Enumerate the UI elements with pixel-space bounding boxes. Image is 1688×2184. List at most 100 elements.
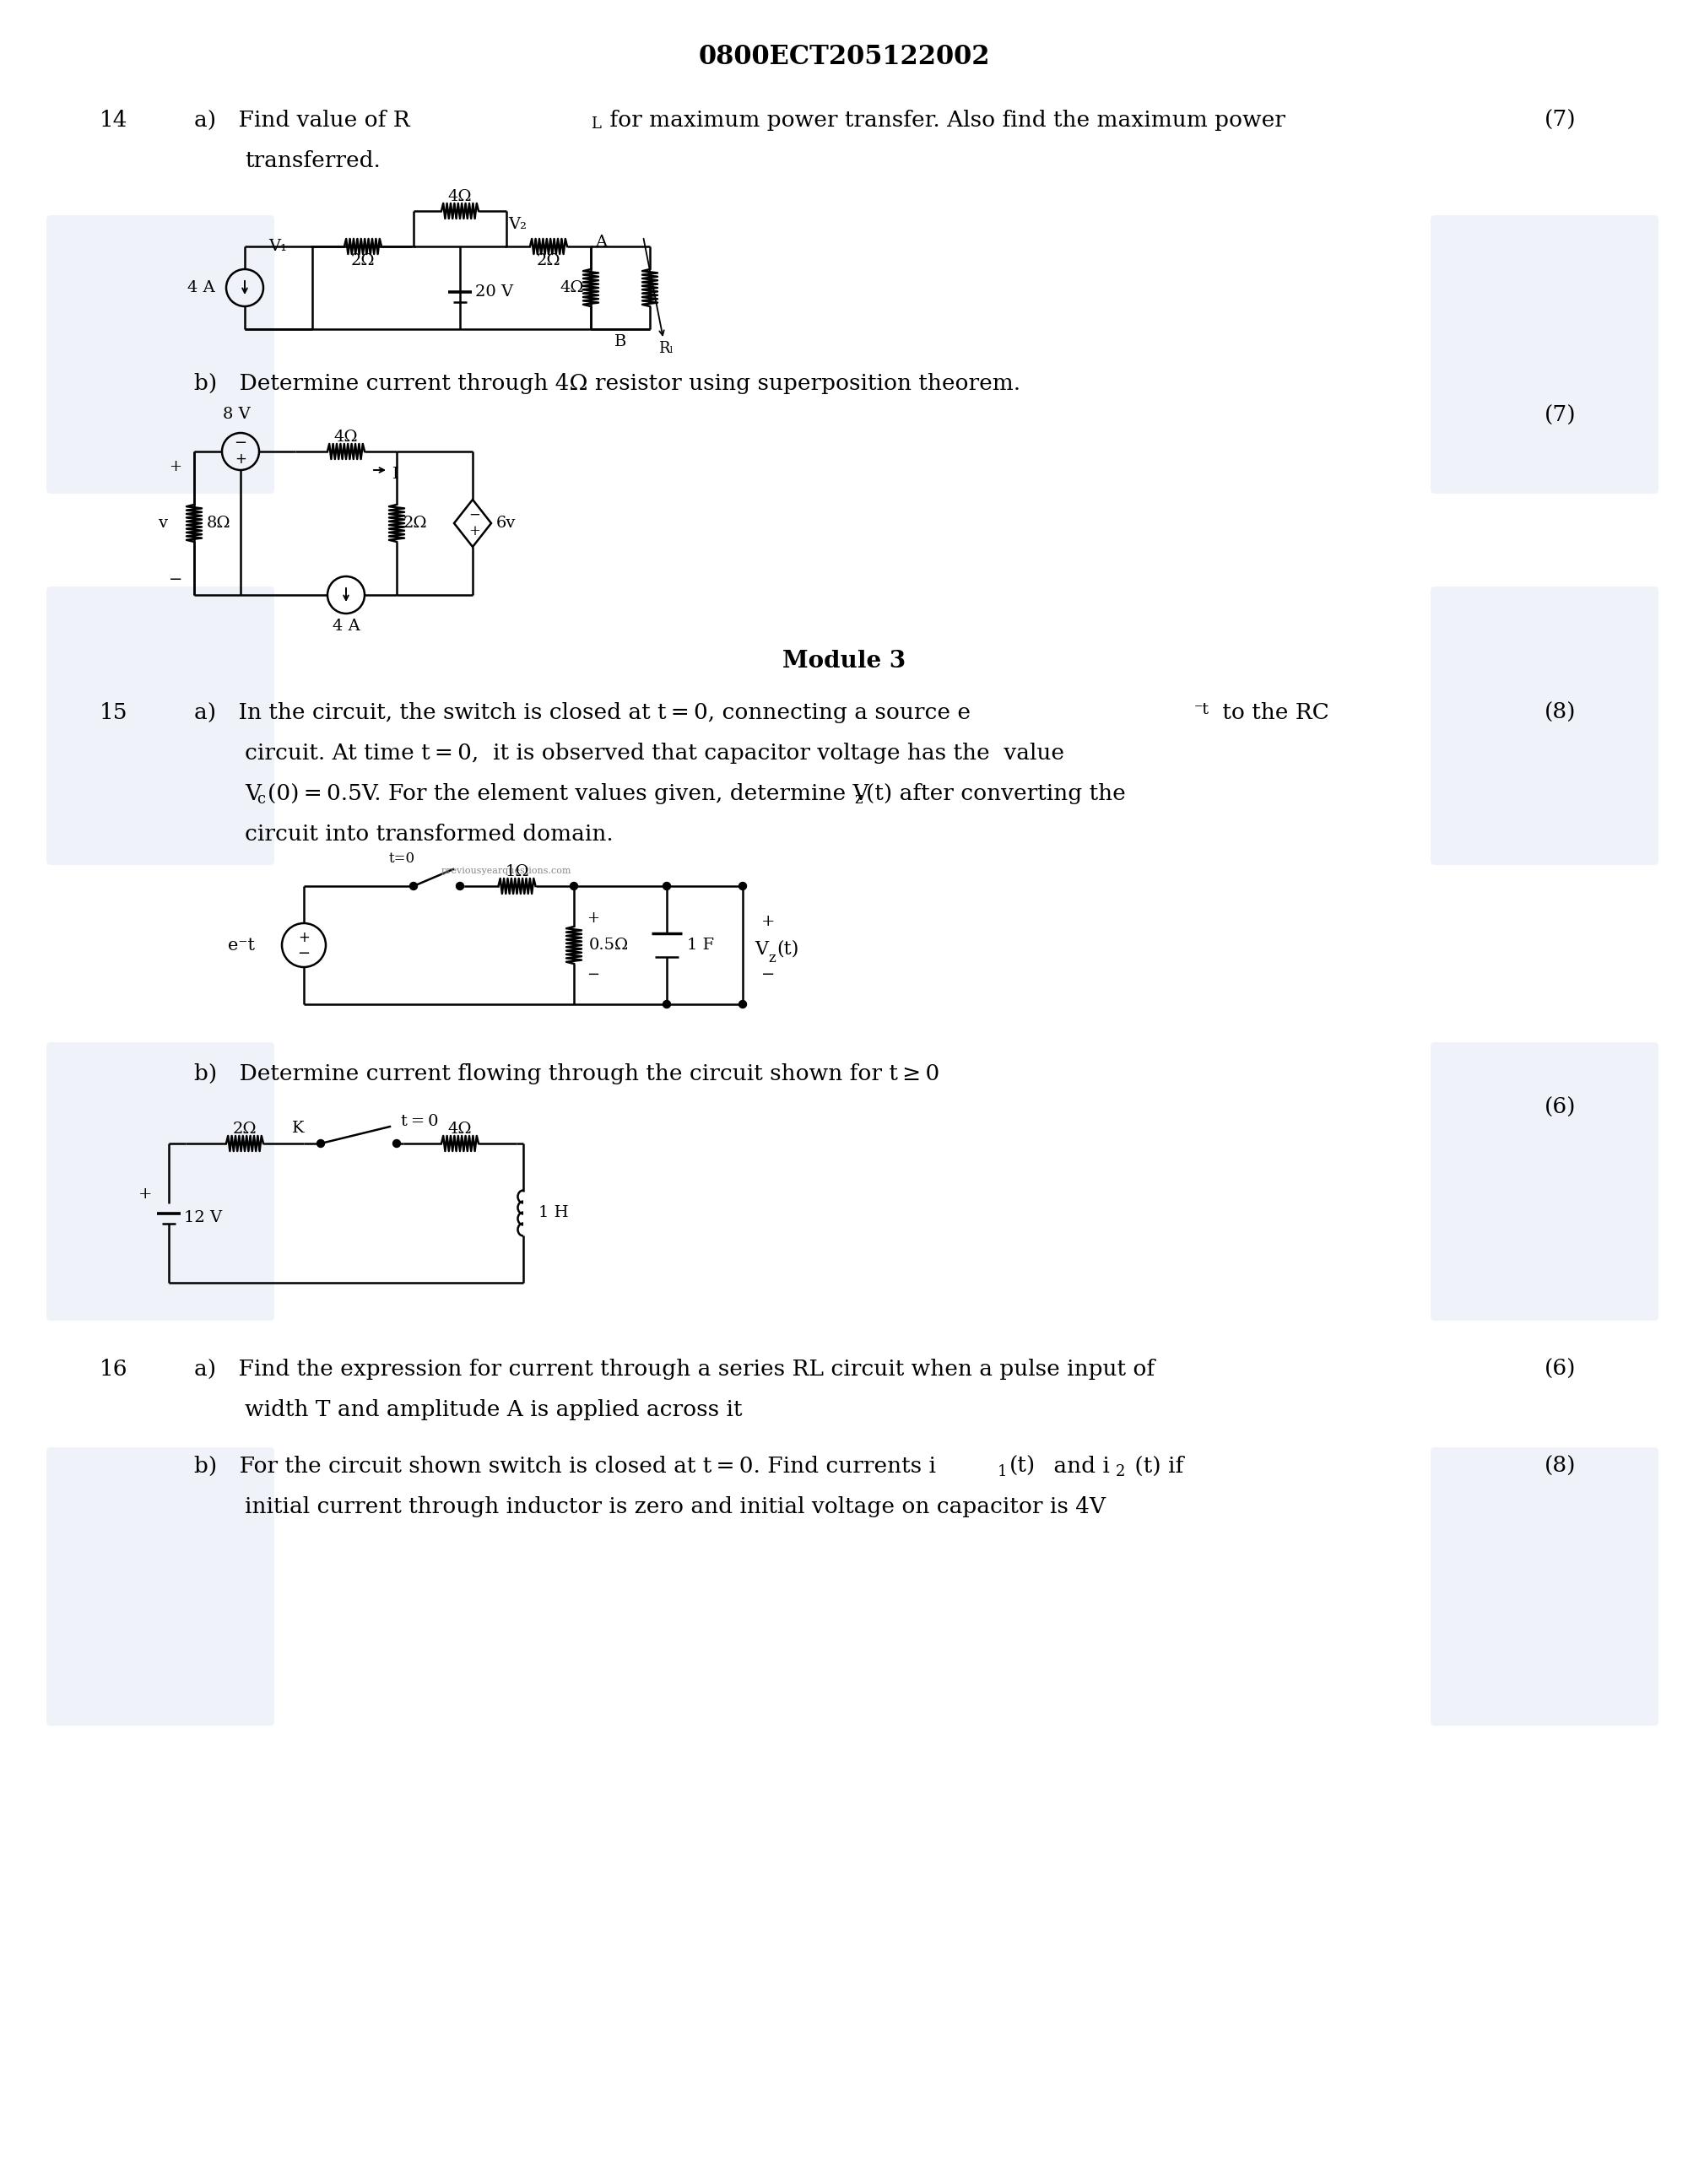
Text: 2Ω: 2Ω (537, 253, 560, 269)
Text: +: + (587, 911, 599, 926)
Text: 16: 16 (100, 1358, 128, 1380)
Circle shape (663, 1000, 670, 1009)
Text: 1 H: 1 H (538, 1206, 569, 1221)
Text: V: V (755, 939, 768, 959)
Text: +: + (169, 459, 182, 474)
Text: 0.5Ω: 0.5Ω (589, 937, 630, 952)
Text: 14: 14 (100, 109, 128, 131)
Text: −: − (587, 968, 599, 983)
Text: (t) if: (t) if (1128, 1457, 1183, 1476)
Text: 8 V: 8 V (223, 406, 250, 422)
Text: V₁: V₁ (268, 238, 287, 253)
Text: Rₗ: Rₗ (658, 341, 674, 356)
Text: circuit. At time t = 0,  it is observed that capacitor voltage has the  value: circuit. At time t = 0, it is observed t… (245, 743, 1065, 764)
Text: initial current through inductor is zero and initial voltage on capacitor is 4V: initial current through inductor is zero… (245, 1496, 1106, 1518)
Text: (8): (8) (1545, 701, 1577, 723)
Text: 0800ECT205122002: 0800ECT205122002 (699, 44, 989, 70)
Text: b) For the circuit shown switch is closed at t = 0. Find currents i: b) For the circuit shown switch is close… (194, 1457, 935, 1476)
Text: transferred.: transferred. (245, 151, 380, 170)
Text: e⁻t: e⁻t (228, 937, 255, 952)
FancyBboxPatch shape (47, 1448, 273, 1725)
Text: for maximum power transfer. Also find the maximum power: for maximum power transfer. Also find th… (603, 109, 1285, 131)
Text: 15: 15 (100, 701, 128, 723)
Text: (8): (8) (1545, 1457, 1577, 1476)
Text: a) Find the expression for current through a series RL circuit when a pulse inpu: a) Find the expression for current throu… (194, 1358, 1155, 1380)
Text: +: + (299, 930, 309, 946)
Text: (6): (6) (1545, 1096, 1577, 1118)
Text: 4Ω: 4Ω (560, 280, 584, 295)
Text: a) Find value of R: a) Find value of R (194, 109, 410, 131)
Text: b) Determine current through 4Ω resistor using superposition theorem.: b) Determine current through 4Ω resistor… (194, 373, 1021, 393)
Text: 4 A: 4 A (333, 618, 360, 633)
Text: (6): (6) (1545, 1358, 1577, 1380)
Text: circuit into transformed domain.: circuit into transformed domain. (245, 823, 613, 845)
FancyBboxPatch shape (1431, 1448, 1658, 1725)
Text: 20 V: 20 V (476, 284, 513, 299)
Text: 2Ω: 2Ω (403, 515, 427, 531)
Circle shape (739, 1000, 746, 1009)
FancyBboxPatch shape (1431, 1042, 1658, 1321)
Text: and i: and i (1047, 1457, 1109, 1476)
Circle shape (739, 882, 746, 889)
Text: t=0: t=0 (388, 852, 415, 865)
Text: 4Ω: 4Ω (447, 1123, 473, 1136)
Text: a) In the circuit, the switch is closed at t = 0, connecting a source e: a) In the circuit, the switch is closed … (194, 701, 971, 723)
Text: z: z (768, 952, 775, 965)
FancyBboxPatch shape (47, 1042, 273, 1321)
FancyBboxPatch shape (47, 216, 273, 494)
Text: K: K (292, 1120, 304, 1136)
Text: −: − (235, 435, 246, 450)
Text: width T and amplitude A is applied across it: width T and amplitude A is applied acros… (245, 1400, 743, 1420)
Circle shape (410, 882, 417, 889)
Text: +: + (235, 452, 246, 467)
Text: z: z (854, 791, 863, 806)
Text: I: I (392, 467, 398, 483)
Text: 2: 2 (1116, 1463, 1126, 1479)
Text: b) Determine current flowing through the circuit shown for t ≥ 0: b) Determine current flowing through the… (194, 1064, 940, 1085)
Circle shape (571, 882, 577, 889)
Text: 2Ω: 2Ω (351, 253, 375, 269)
Text: (7): (7) (1545, 109, 1577, 131)
Text: 2Ω: 2Ω (233, 1123, 257, 1136)
Text: previousyearquestions.com: previousyearquestions.com (441, 867, 572, 876)
Circle shape (317, 1140, 324, 1147)
Text: 1Ω: 1Ω (505, 865, 528, 880)
FancyBboxPatch shape (1431, 216, 1658, 494)
Text: (t): (t) (776, 939, 798, 959)
Text: t = 0: t = 0 (402, 1114, 439, 1129)
Text: 4Ω: 4Ω (447, 190, 473, 205)
Text: A: A (594, 234, 608, 249)
Text: c: c (257, 791, 265, 806)
Circle shape (663, 882, 670, 889)
FancyBboxPatch shape (47, 587, 273, 865)
Text: +: + (469, 524, 479, 539)
FancyBboxPatch shape (1431, 587, 1658, 865)
Text: −: − (169, 572, 182, 587)
Text: −: − (297, 946, 311, 961)
Text: V₂: V₂ (508, 216, 527, 232)
Text: 6v: 6v (496, 515, 517, 531)
Text: −: − (761, 968, 775, 983)
Text: B: B (614, 334, 626, 349)
Text: (t) after converting the: (t) after converting the (866, 784, 1126, 804)
Text: 1 F: 1 F (687, 937, 714, 952)
Text: to the RC: to the RC (1215, 701, 1328, 723)
Text: ⁻t: ⁻t (1195, 701, 1210, 716)
Circle shape (456, 882, 464, 889)
Text: Module 3: Module 3 (782, 651, 906, 673)
Text: v: v (159, 515, 167, 531)
Text: 4Ω: 4Ω (334, 430, 358, 446)
Text: (0) = 0.5V. For the element values given, determine V: (0) = 0.5V. For the element values given… (267, 784, 869, 804)
Text: 8Ω: 8Ω (206, 515, 231, 531)
Text: 1: 1 (998, 1463, 1008, 1479)
Text: (7): (7) (1545, 404, 1577, 426)
Text: (t): (t) (1009, 1457, 1036, 1476)
Text: L: L (591, 116, 601, 131)
Text: V: V (245, 784, 260, 804)
Text: 12 V: 12 V (184, 1210, 223, 1225)
Circle shape (393, 1140, 400, 1147)
Text: +: + (138, 1186, 152, 1201)
Text: 4 A: 4 A (187, 280, 216, 295)
Text: −: − (469, 507, 479, 522)
Text: +: + (761, 913, 775, 928)
